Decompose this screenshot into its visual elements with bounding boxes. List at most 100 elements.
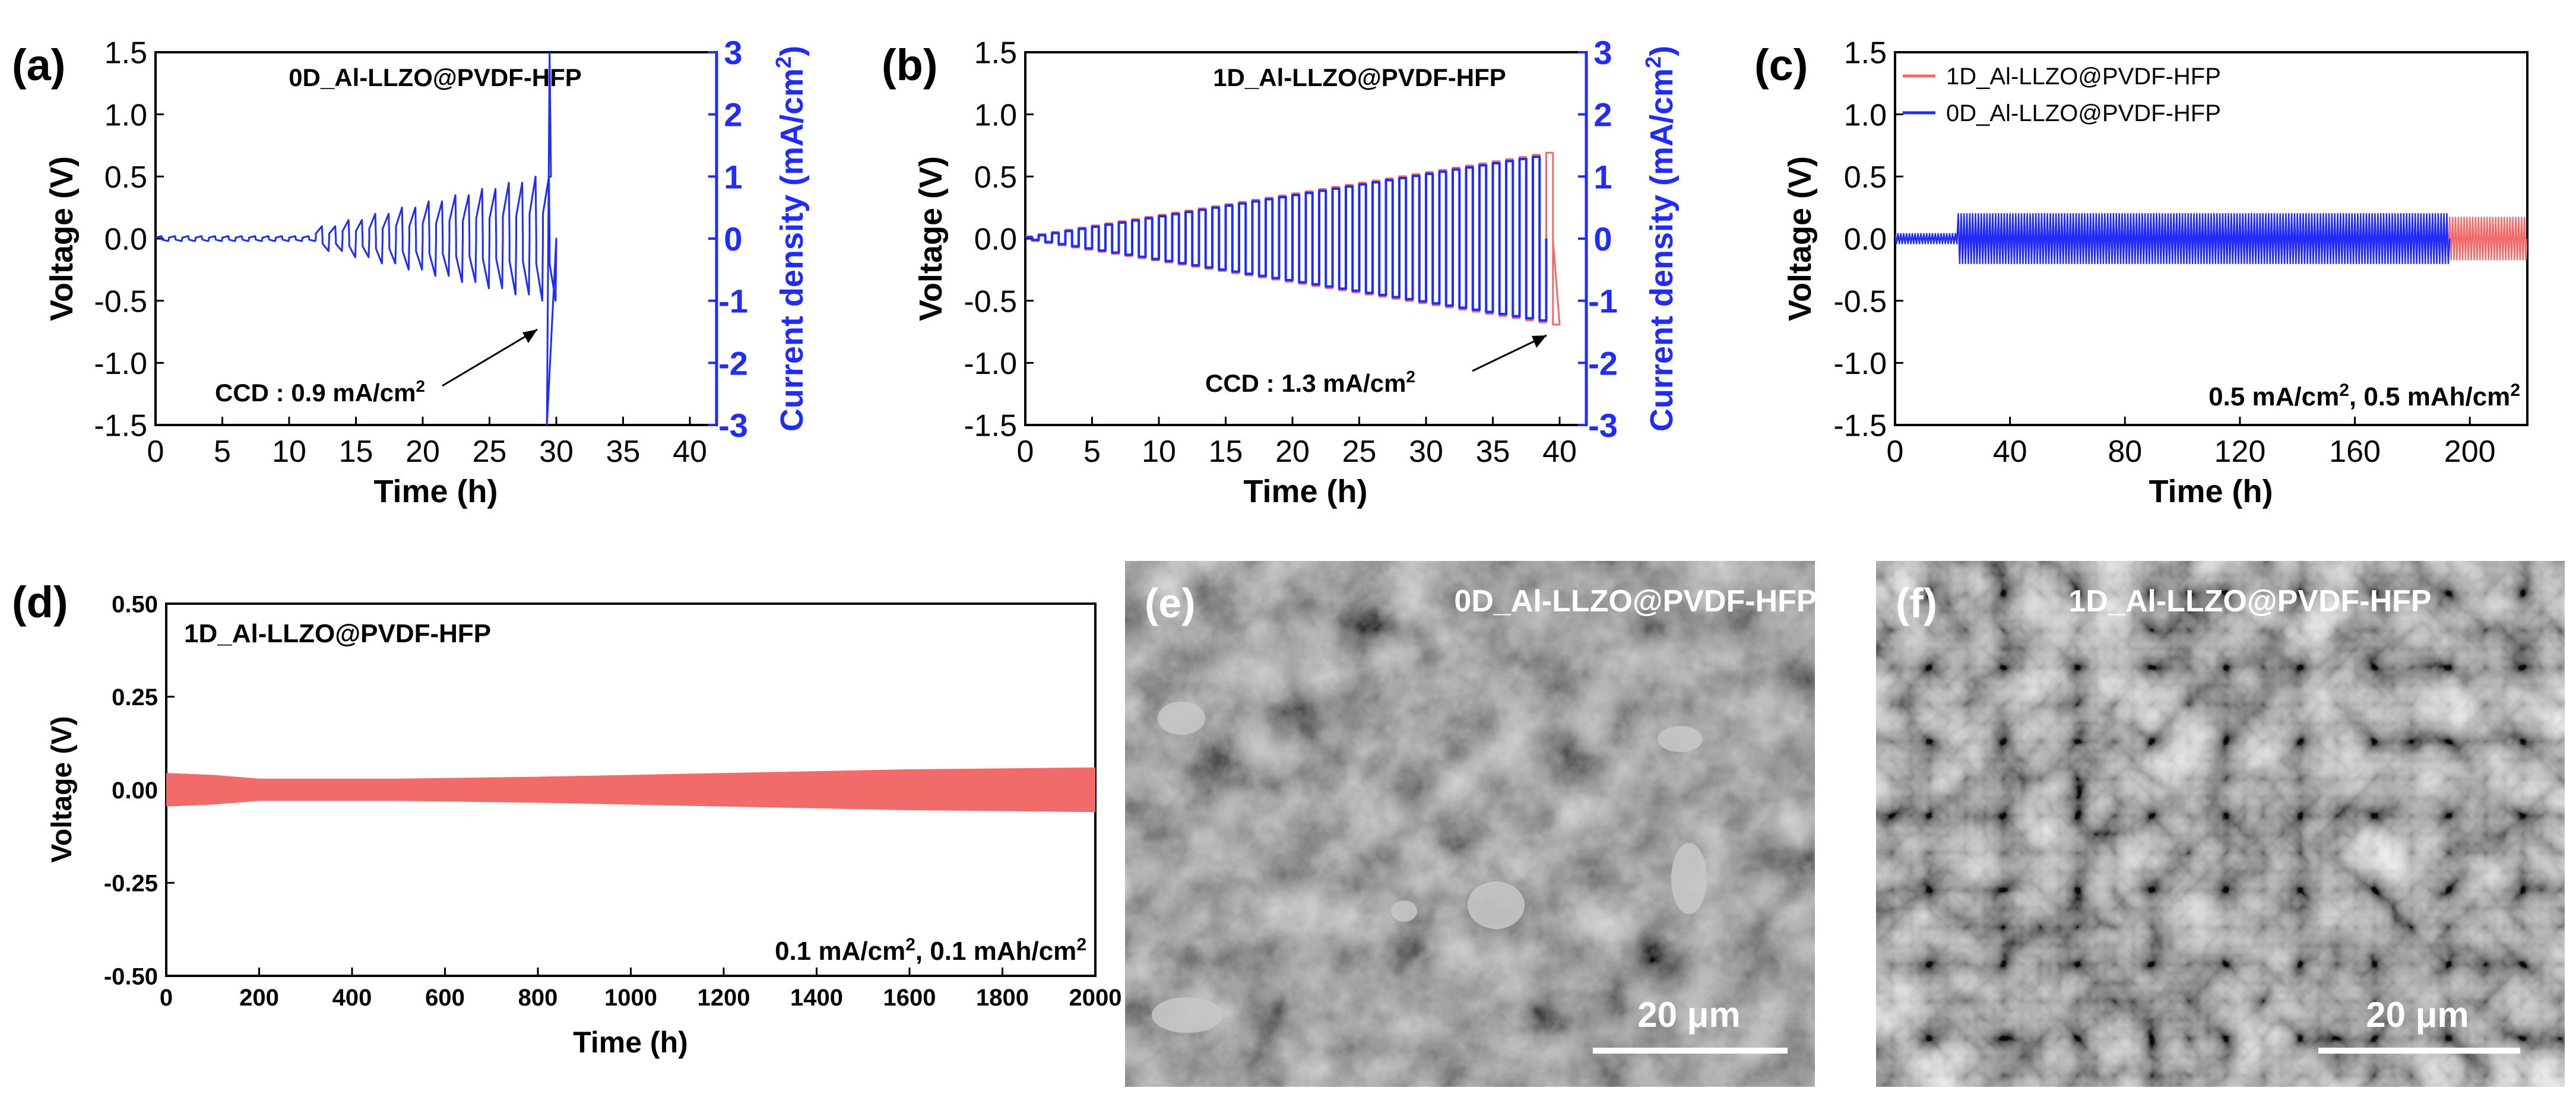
- y-tick-label: 1.5: [104, 36, 147, 71]
- x-axis-label-c: Time (h): [2149, 474, 2273, 509]
- y-axis-label-a: Voltage (V): [44, 156, 80, 321]
- x-tick-label: 0: [1887, 435, 1904, 469]
- x-axis-label-d: Time (h): [573, 1026, 688, 1059]
- annotation-arrow-a: [442, 328, 538, 387]
- y2-tick-label: -1: [1588, 283, 1618, 320]
- legend-label-blue: 0D_Al-LLZO@PVDF-HFP: [1946, 100, 2221, 126]
- voltage-trace-a: [156, 52, 557, 425]
- y-tick-label: 0.0: [1844, 223, 1887, 257]
- x-tick-label: 0: [160, 985, 173, 1011]
- y-tick-label: 1.0: [104, 98, 147, 132]
- legend-label-red: 1D_Al-LLZO@PVDF-HFP: [1946, 64, 2221, 90]
- sem-texture-e: [1125, 561, 1815, 1087]
- series-group-a: [156, 52, 557, 425]
- image-caption-f: 1D_Al-LLZO@PVDF-HFP: [2068, 584, 2431, 619]
- y2-axis-label-a: Current density (mA/cm2): [771, 46, 810, 432]
- y2-tick-label: -2: [1588, 344, 1618, 382]
- y-tick-label: -0.25: [104, 871, 158, 897]
- y2-axis-label-b: Current density (mA/cm2): [1641, 46, 1680, 432]
- series-group-d: [166, 767, 1095, 813]
- y-tick-label: -0.5: [964, 284, 1017, 319]
- panel-label-e: (e): [1145, 580, 1196, 626]
- panel-label-b: (b): [882, 40, 938, 90]
- y-axis-label-c: Voltage (V): [1782, 156, 1818, 321]
- panel-f: (f) 1D_Al-LLZO@PVDF-HFP 20 μm: [1876, 561, 2565, 1087]
- y-tick-labels-c: -1.5 -1.0 -0.5 0.0 0.5 1.0 1.5: [1833, 36, 1887, 443]
- x-tick-label: 1000: [604, 985, 657, 1011]
- panel-a: (a) -1.5-1.0-0.50.00.51.01.5 -3-2-10123 …: [12, 34, 810, 509]
- x-tick-label: 30: [539, 435, 573, 469]
- y-tick-label: 0.50: [112, 591, 158, 617]
- panel-label-a: (a): [12, 40, 65, 90]
- y-tick-label: -1.0: [964, 347, 1017, 381]
- y-tick-label: -1.0: [1833, 347, 1887, 381]
- x-tick-label: 25: [1342, 435, 1377, 469]
- annotation-arrowhead-a: [522, 329, 537, 343]
- panel-label-d: (d): [12, 578, 68, 627]
- panel-c: (c) -1.5 -1.0 -0.5 0.0 0.5 1.0 1.5 0 40 80 120 160…: [1754, 36, 2529, 509]
- scale-bar-label-e: 20 μm: [1637, 995, 1740, 1035]
- legend-c: 1D_Al-LLZO@PVDF-HFP 0D_Al-LLZO@PVDF-HFP: [1903, 64, 2221, 126]
- x-tick-label: 120: [2214, 435, 2266, 469]
- x-tick-label: 25: [473, 435, 507, 469]
- y-tick-label: -1.5: [964, 409, 1017, 443]
- y-tick-label: -1.5: [94, 409, 147, 443]
- x-tick-label: 5: [214, 435, 231, 469]
- ticks-d: [165, 602, 1097, 977]
- x-tick-labels-a: 0 5 10 15 20 25 30 35 40: [147, 435, 707, 469]
- y2-tick-label: 2: [724, 96, 742, 134]
- y-tick-label: 1.0: [1844, 98, 1887, 132]
- x-tick-label: 1600: [883, 985, 936, 1011]
- chart-title-a: 0D_Al-LLZO@PVDF-HFP: [289, 64, 582, 91]
- condition-c: 0.5 mA/cm2, 0.5 mAh/cm2: [2209, 380, 2520, 411]
- current-trace-b: [1025, 156, 1548, 322]
- y-tick-label: 0.25: [112, 684, 158, 711]
- panel-b: (b) -1.5-1.0-0.50.00.51.01.5 -3-2-10123 …: [882, 34, 1680, 509]
- y2-tick-label: 0: [724, 220, 742, 258]
- x-tick-label: 600: [425, 985, 465, 1011]
- x-tick-label: 400: [332, 985, 372, 1011]
- x-tick-label: 40: [673, 435, 707, 469]
- x-tick-label: 30: [1409, 435, 1443, 469]
- panel-label-f: (f): [1896, 580, 1937, 626]
- scale-bar-label-f: 20 μm: [2366, 995, 2469, 1035]
- y-tick-labels-a: -1.5 -1.0 -0.5 0.0 0.5 1.0 1.5: [94, 36, 147, 443]
- y2-tick-label: -3: [1588, 407, 1618, 444]
- voltage-trace-c-0d: [1895, 213, 2451, 265]
- y-tick-label: 0.0: [104, 223, 147, 257]
- y2-tick-label: 3: [724, 34, 742, 71]
- y-tick-label: -0.5: [1833, 284, 1887, 319]
- x-tick-labels-c: 0 40 80 120 160 200: [1887, 435, 2496, 469]
- y-tick-label: 1.0: [974, 98, 1017, 132]
- y-tick-label: -0.5: [94, 284, 147, 319]
- voltage-band-d: [166, 767, 1095, 813]
- y2-tick-labels-b: -3 -2 -1 0 1 2 3: [1588, 34, 1618, 444]
- ticks-b: [1024, 51, 1586, 426]
- x-tick-label: 20: [1275, 435, 1310, 469]
- chart-title-d: 1D_Al-LLZO@PVDF-HFP: [184, 619, 491, 648]
- x-tick-label: 10: [1142, 435, 1176, 469]
- x-tick-label: 1800: [976, 985, 1029, 1011]
- x-tick-label: 200: [2444, 435, 2496, 469]
- panel-label-c: (c): [1754, 40, 1808, 90]
- x-axis-label-a: Time (h): [373, 474, 498, 509]
- y-tick-label: -1.0: [94, 347, 147, 381]
- x-tick-label: 1400: [790, 985, 843, 1011]
- series-group-b: [1025, 151, 1561, 326]
- sem-particles-e: [1152, 702, 1707, 1033]
- y-tick-labels-d: -0.50 -0.25 0.00 0.25 0.50: [104, 591, 158, 990]
- y-tick-label: 0.00: [112, 778, 158, 804]
- sem-texture-f: [1876, 561, 2565, 1087]
- x-tick-labels-b: 0 5 10 15 20 25 30 35 40: [1017, 435, 1577, 469]
- image-caption-e: 0D_Al-LLZO@PVDF-HFP: [1454, 584, 1817, 619]
- y-axis-label-b: Voltage (V): [913, 156, 949, 321]
- scale-bar-f: [2318, 1048, 2520, 1054]
- x-tick-label: 40: [1993, 435, 2027, 469]
- ticks-a: [154, 51, 717, 426]
- x-tick-label: 0: [1017, 435, 1034, 469]
- y2-tick-label: 1: [1593, 158, 1612, 195]
- y-tick-label: 0.5: [974, 160, 1017, 195]
- y2-tick-label: -1: [718, 283, 748, 320]
- chart-title-b: 1D_Al-LLZO@PVDF-HFP: [1213, 64, 1506, 91]
- x-tick-label: 5: [1083, 435, 1101, 469]
